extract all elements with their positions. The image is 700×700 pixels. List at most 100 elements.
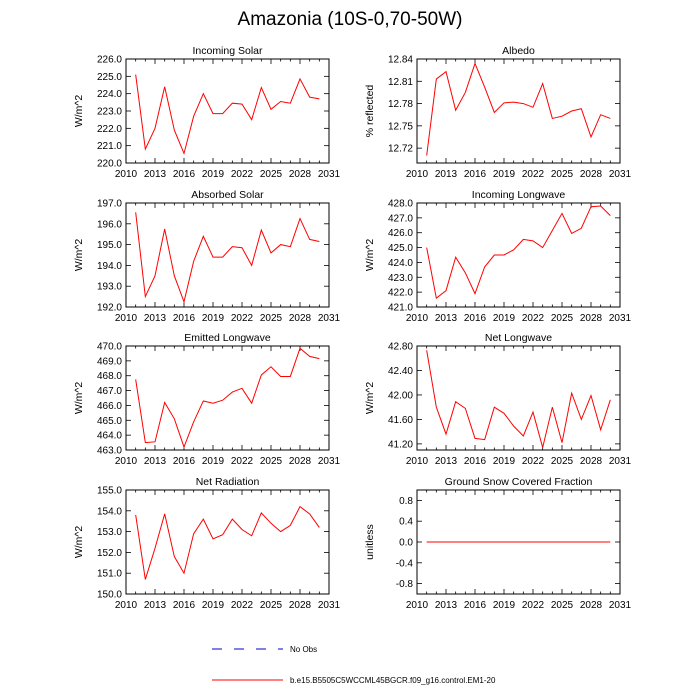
data-point [270,366,271,367]
data-point [203,236,204,237]
data-point [465,92,466,93]
data-point [290,376,291,377]
data-point [571,233,572,234]
panel-title: Incoming Solar [192,45,263,57]
y-tick-label: 465.0 [97,416,122,427]
y-tick-label: 154.0 [97,506,122,517]
data-point [552,118,553,119]
data-point [610,541,611,542]
data-point [145,442,146,443]
data-point [280,244,281,245]
data-point [193,421,194,422]
data-point [494,541,495,542]
data-point [426,155,427,156]
y-tick-label: 12.75 [388,121,413,132]
x-tick-label: 2016 [173,456,196,467]
data-point [232,519,233,520]
plot-frame [125,58,330,164]
x-tick-label: 2016 [173,313,196,324]
data-point [503,413,504,414]
data-point [203,400,204,401]
panel-8: Ground Snow Covered Fraction unitless 2010… [364,476,632,611]
x-tick-label: 2025 [551,456,574,467]
data-point [280,101,281,102]
data-point [581,228,582,229]
x-tick-label: 2013 [144,313,167,324]
data-point [436,78,437,79]
data-point [309,97,310,98]
y-tick-label: 220.0 [97,159,122,170]
x-tick-label: 2031 [318,600,341,611]
data-point [455,257,456,258]
y-tick-label: 424.0 [388,258,413,269]
data-point [193,533,194,534]
y-axis-label: W/m^2 [364,382,376,415]
data-point [600,541,601,542]
data-point [465,541,466,542]
data-point [474,541,475,542]
panel-4: Incoming Longwave W/m^2 2010 2013 2016 2019 20… [364,189,632,324]
data-point [590,395,591,396]
x-tick-label: 2031 [318,313,341,324]
data-point [232,103,233,104]
data-point [455,110,456,111]
data-point [212,113,213,114]
data-point [183,301,184,302]
data-point [494,254,495,255]
data-point [154,441,155,442]
data-point [436,407,437,408]
data-point [309,513,310,514]
x-tick-label: 2019 [493,313,516,324]
x-tick-label: 2010 [406,456,429,467]
plot-frame [416,345,621,451]
series-line [426,205,611,299]
data-point [270,523,271,524]
data-point [290,103,291,104]
x-tick-label: 2028 [289,169,312,180]
data-point [299,506,300,507]
x-tick-label: 2016 [464,600,487,611]
panel-1: Incoming Solar W/m^2 2010 2013 2016 2019 2022 2… [73,45,341,180]
data-point [241,388,242,389]
y-tick-label: 421.0 [388,303,413,314]
x-tick-label: 2010 [115,600,138,611]
y-tick-label: 425.0 [388,243,413,254]
y-tick-label: 153.0 [97,527,122,538]
data-point [445,433,446,434]
data-point [212,538,213,539]
x-tick-label: 2019 [493,169,516,180]
y-tick-label: 150.0 [97,590,122,601]
data-point [600,205,601,206]
x-tick-label: 2025 [551,600,574,611]
y-tick-label: 12.78 [388,99,413,110]
data-point [145,149,146,150]
y-tick-label: 224.0 [97,89,122,100]
data-point [465,272,466,273]
data-point [532,411,533,412]
data-point [581,419,582,420]
data-point [251,535,252,536]
data-point [610,118,611,119]
x-tick-label: 2010 [406,169,429,180]
figure-title: Amazonia (10S-0,70-50W) [237,9,463,30]
data-point [299,348,300,349]
y-tick-label: 194.0 [97,261,122,272]
x-tick-label: 2025 [551,169,574,180]
data-point [174,129,175,130]
x-tick-label: 2025 [260,456,283,467]
data-point [270,252,271,253]
y-tick-label: -0.8 [396,579,414,590]
y-tick-label: 197.0 [97,199,122,210]
y-tick-label: 192.0 [97,303,122,314]
data-point [561,213,562,214]
data-point [445,290,446,291]
data-point [290,525,291,526]
data-point [523,435,524,436]
data-point [212,256,213,257]
y-tick-label: 470.0 [97,342,122,353]
x-tick-label: 2031 [609,456,632,467]
y-tick-label: 0.0 [399,538,413,549]
data-point [309,356,310,357]
x-tick-label: 2016 [464,313,487,324]
y-tick-label: 469.0 [97,356,122,367]
